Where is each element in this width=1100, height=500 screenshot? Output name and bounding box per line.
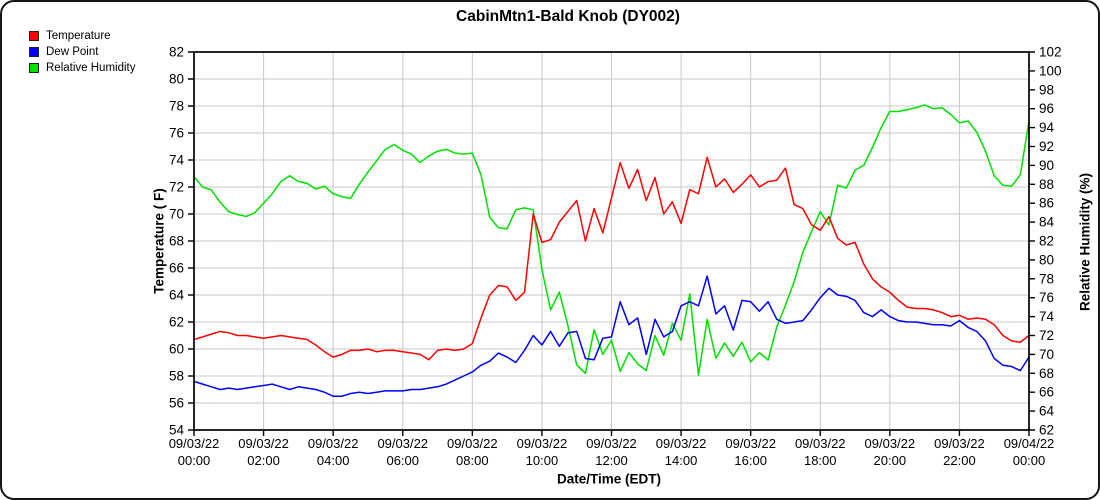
right-tick-label: 66 — [1039, 385, 1054, 400]
x-tick-date-label: 09/03/22 — [586, 436, 637, 451]
x-tick-time-label: 08:00 — [456, 453, 489, 468]
right-tick-label: 92 — [1039, 139, 1054, 154]
legend-label-relative-humidity: Relative Humidity — [46, 62, 136, 74]
left-tick-label: 62 — [169, 315, 184, 330]
right-tick-label: 64 — [1039, 404, 1055, 419]
legend-label-temperature: Temperature — [46, 30, 111, 42]
left-tick-label: 54 — [169, 423, 185, 438]
right-tick-label: 88 — [1039, 177, 1054, 192]
left-tick-label: 76 — [169, 126, 184, 141]
temperature-line — [193, 156, 1030, 361]
x-tick-time-label: 20:00 — [874, 453, 907, 468]
right-tick-label: 82 — [1039, 234, 1054, 249]
x-tick-date-label: 09/03/22 — [308, 436, 359, 451]
relative-humidity-swatch-icon — [29, 63, 39, 73]
left-tick-label: 64 — [169, 288, 185, 303]
right-tick-label: 78 — [1039, 271, 1054, 286]
x-tick-time-label: 16:00 — [734, 453, 767, 468]
x-tick-time-label: 00:00 — [1013, 453, 1046, 468]
right-tick-label: 98 — [1039, 82, 1054, 97]
legend-item-dew-point: Dew Point — [29, 44, 135, 60]
right-tick-label: 76 — [1039, 290, 1054, 305]
x-tick-date-label: 09/03/22 — [934, 436, 985, 451]
x-tick-date-label: 09/03/22 — [447, 436, 498, 451]
right-tick-label: 74 — [1039, 309, 1055, 324]
x-tick-time-label: 22:00 — [943, 453, 976, 468]
right-tick-label: 80 — [1039, 252, 1054, 267]
left-tick-label: 60 — [169, 342, 184, 357]
right-tick-label: 72 — [1039, 328, 1054, 343]
x-tick-time-label: 00:00 — [178, 453, 211, 468]
x-tick-time-label: 14:00 — [665, 453, 698, 468]
left-tick-label: 66 — [169, 261, 184, 276]
right-tick-label: 100 — [1039, 63, 1062, 78]
left-tick-label: 74 — [169, 153, 185, 168]
dew-point-line — [193, 275, 1030, 397]
left-axis-title: Temperature ( F) — [151, 188, 167, 294]
chart-title: CabinMtn1-Bald Knob (DY002) — [456, 8, 680, 25]
right-tick-label: 96 — [1039, 101, 1054, 116]
x-tick-time-label: 12:00 — [595, 453, 628, 468]
legend: Temperature Dew Point Relative Humidity — [29, 28, 135, 76]
x-tick-time-label: 02:00 — [247, 453, 280, 468]
right-tick-label: 70 — [1039, 347, 1054, 362]
left-tick-label: 72 — [169, 180, 184, 195]
left-tick-label: 78 — [169, 99, 184, 114]
x-tick-time-label: 06:00 — [386, 453, 419, 468]
x-tick-time-label: 04:00 — [317, 453, 350, 468]
x-tick-time-label: 18:00 — [804, 453, 837, 468]
x-axis-title: Date/Time (EDT) — [556, 471, 662, 487]
temperature-swatch-icon — [29, 31, 39, 41]
legend-item-temperature: Temperature — [29, 28, 135, 44]
right-axis-title: Relative Humidity (%) — [1077, 172, 1093, 312]
right-tick-label: 62 — [1039, 423, 1054, 438]
x-tick-date-label: 09/04/22 — [1004, 436, 1055, 451]
right-tick-label: 86 — [1039, 196, 1054, 211]
x-tick-date-label: 09/03/22 — [238, 436, 289, 451]
right-tick-label: 68 — [1039, 366, 1054, 381]
legend-label-dew-point: Dew Point — [46, 46, 99, 58]
x-tick-date-label: 09/03/22 — [656, 436, 707, 451]
right-tick-label: 90 — [1039, 158, 1054, 173]
x-tick-date-label: 09/03/22 — [517, 436, 568, 451]
x-tick-date-label: 09/03/22 — [795, 436, 846, 451]
relative-humidity-line — [193, 104, 1030, 376]
dew-point-swatch-icon — [29, 47, 39, 57]
plot-border — [193, 51, 1030, 431]
legend-item-relative-humidity: Relative Humidity — [29, 60, 135, 76]
x-tick-date-label: 09/03/22 — [865, 436, 916, 451]
right-tick-label: 102 — [1039, 45, 1062, 60]
left-tick-label: 58 — [169, 369, 184, 384]
right-tick-label: 84 — [1039, 215, 1055, 230]
left-tick-label: 80 — [169, 72, 184, 87]
right-tick-label: 94 — [1039, 120, 1055, 135]
x-tick-date-label: 09/03/22 — [169, 436, 220, 451]
left-tick-label: 82 — [169, 45, 184, 60]
x-tick-date-label: 09/03/22 — [725, 436, 776, 451]
left-tick-label: 70 — [169, 207, 184, 222]
x-tick-date-label: 09/03/22 — [377, 436, 428, 451]
x-tick-time-label: 10:00 — [526, 453, 559, 468]
left-tick-label: 56 — [169, 396, 184, 411]
left-tick-label: 68 — [169, 234, 184, 249]
